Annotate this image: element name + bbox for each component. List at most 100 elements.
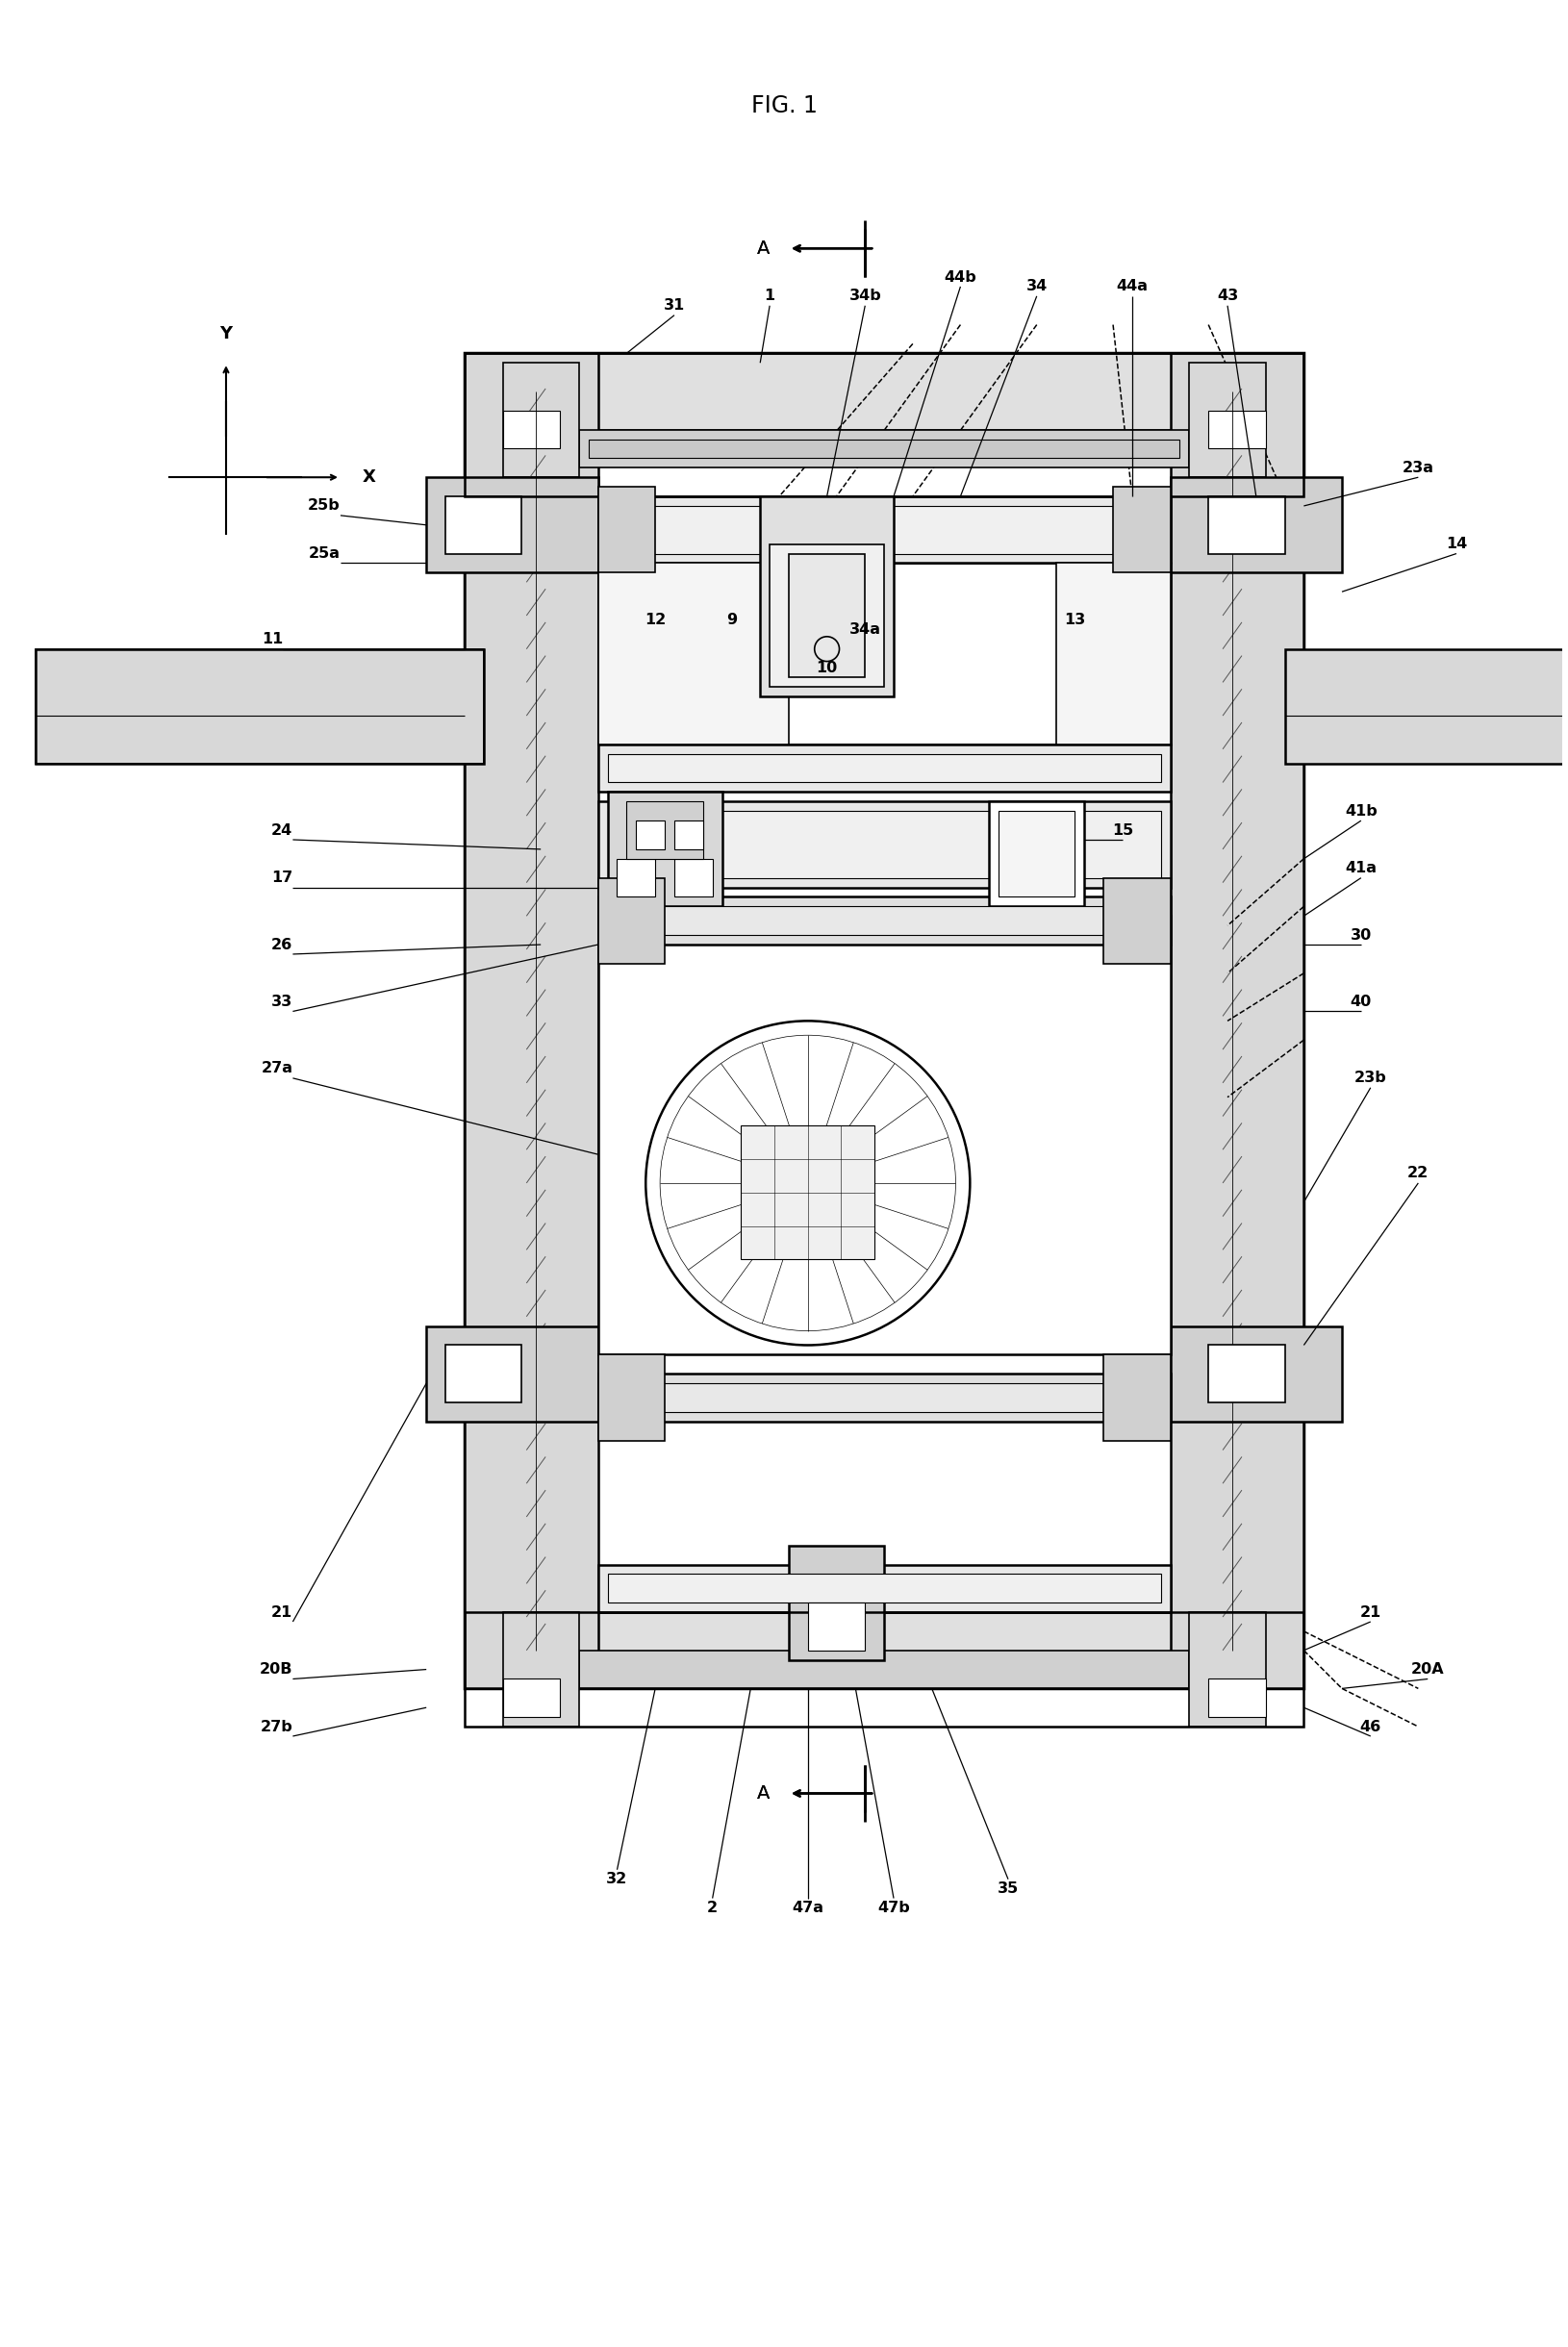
Text: 1: 1 (764, 289, 775, 303)
Text: FIG. 1: FIG. 1 (751, 94, 817, 117)
Bar (34, 650, 483, 763)
Text: A: A (756, 239, 770, 258)
Text: 47a: 47a (792, 1901, 823, 1915)
Bar (1055, 563, 1170, 744)
Text: 40: 40 (1350, 995, 1370, 1009)
Bar (1102, 878, 1170, 965)
Bar (502, 1612, 579, 1727)
Bar (464, 354, 1303, 430)
Text: 12: 12 (644, 613, 665, 627)
Text: 32: 32 (605, 1873, 627, 1887)
Text: 31: 31 (663, 298, 685, 312)
Bar (808, 1603, 864, 1650)
Bar (597, 897, 1170, 943)
Text: 10: 10 (815, 662, 837, 676)
Bar (597, 563, 1170, 744)
Text: 27b: 27b (260, 1720, 293, 1734)
Text: 25b: 25b (307, 498, 340, 514)
Text: 20B: 20B (259, 1662, 293, 1676)
Bar (597, 1373, 1170, 1422)
Bar (502, 1678, 560, 1718)
Text: 17: 17 (271, 871, 293, 885)
Bar (464, 1612, 1303, 1727)
Bar (997, 812, 1074, 897)
Bar (464, 354, 1303, 495)
Bar (502, 411, 560, 448)
Bar (597, 563, 789, 744)
Text: Y: Y (220, 326, 232, 343)
Bar (607, 753, 1160, 782)
Bar (635, 821, 665, 850)
Bar (1189, 364, 1265, 476)
Bar (1207, 1678, 1265, 1718)
Text: 33: 33 (271, 995, 293, 1009)
Bar (1170, 354, 1303, 1687)
Text: 35: 35 (997, 1882, 1018, 1896)
Bar (674, 859, 712, 897)
Text: 14: 14 (1444, 537, 1466, 552)
Bar (1170, 1326, 1341, 1422)
Text: 34: 34 (1025, 279, 1047, 293)
Bar (607, 1382, 1160, 1413)
Bar (759, 495, 894, 697)
Bar (607, 1575, 1160, 1603)
Text: 34a: 34a (848, 622, 880, 636)
Text: 23b: 23b (1353, 1070, 1386, 1084)
Bar (597, 495, 1170, 563)
Text: 46: 46 (1359, 1720, 1380, 1734)
Text: 13: 13 (1063, 613, 1085, 627)
Bar (1170, 476, 1341, 573)
Text: 44b: 44b (944, 270, 977, 284)
Bar (426, 1326, 597, 1422)
Text: 41b: 41b (1344, 805, 1377, 819)
Bar (770, 545, 884, 688)
Text: A: A (756, 239, 770, 258)
Text: 23a: 23a (1402, 460, 1433, 474)
Bar (597, 878, 665, 965)
Text: X: X (362, 469, 376, 486)
Bar (1207, 411, 1265, 448)
Bar (597, 744, 1170, 791)
Bar (740, 1127, 873, 1260)
Text: 20A: 20A (1410, 1662, 1444, 1676)
Text: 27a: 27a (260, 1061, 293, 1075)
Text: 21: 21 (1359, 1605, 1380, 1619)
Bar (607, 791, 721, 906)
Text: 43: 43 (1217, 289, 1237, 303)
Bar (445, 1345, 522, 1404)
Bar (579, 1650, 1189, 1687)
Text: 26: 26 (271, 936, 293, 953)
Bar (1112, 486, 1170, 573)
Bar (607, 906, 1160, 934)
Text: 41a: 41a (1344, 861, 1377, 875)
Bar (607, 507, 1160, 554)
Text: 24: 24 (271, 824, 293, 838)
Text: 9: 9 (726, 613, 737, 627)
Bar (1207, 1345, 1284, 1404)
Bar (988, 803, 1083, 906)
Bar (1189, 1612, 1265, 1727)
Bar (1284, 650, 1568, 763)
Bar (426, 476, 597, 573)
Text: 34b: 34b (848, 289, 881, 303)
Bar (674, 821, 702, 850)
Text: 47b: 47b (877, 1901, 909, 1915)
Bar (579, 430, 1189, 467)
Text: 2: 2 (707, 1901, 718, 1915)
Bar (464, 1612, 1303, 1687)
Bar (616, 859, 655, 897)
Text: 25a: 25a (309, 547, 340, 561)
Bar (445, 495, 522, 554)
Bar (789, 554, 864, 678)
Bar (1207, 495, 1284, 554)
Bar (464, 354, 597, 1687)
Bar (597, 915, 1170, 1354)
Bar (1102, 1354, 1170, 1441)
Bar (597, 803, 1170, 887)
Bar (502, 364, 579, 476)
Bar (464, 354, 1303, 1687)
Text: 11: 11 (262, 631, 284, 648)
Text: A: A (756, 1784, 770, 1802)
Text: 21: 21 (271, 1605, 293, 1619)
Bar (626, 803, 702, 859)
